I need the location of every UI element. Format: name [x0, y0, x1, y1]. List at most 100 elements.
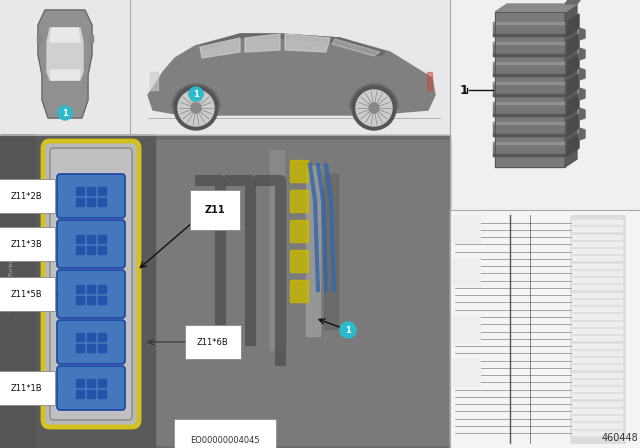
Bar: [290, 220, 308, 242]
Bar: [87, 198, 95, 206]
Bar: [570, 215, 625, 443]
Bar: [572, 263, 623, 269]
Bar: [572, 329, 623, 334]
Bar: [76, 198, 84, 206]
FancyBboxPatch shape: [57, 220, 125, 268]
Bar: [150, 140, 450, 445]
Bar: [306, 166, 320, 336]
Bar: [572, 380, 623, 385]
FancyBboxPatch shape: [57, 320, 125, 364]
Bar: [87, 246, 95, 254]
Bar: [450, 0, 640, 210]
Bar: [87, 389, 95, 397]
Bar: [150, 72, 158, 90]
Bar: [0, 0, 450, 135]
Circle shape: [174, 86, 218, 130]
Bar: [493, 42, 567, 44]
Bar: [89, 35, 93, 42]
Polygon shape: [285, 34, 330, 52]
Polygon shape: [565, 4, 577, 167]
Bar: [572, 423, 623, 429]
Polygon shape: [579, 68, 585, 80]
Polygon shape: [200, 34, 385, 56]
Bar: [98, 379, 106, 387]
Polygon shape: [567, 74, 579, 96]
Bar: [493, 122, 567, 124]
Circle shape: [178, 90, 214, 126]
Bar: [98, 332, 106, 340]
Bar: [572, 373, 623, 378]
Bar: [493, 34, 567, 36]
Text: Z11: Z11: [205, 205, 225, 215]
Bar: [0, 135, 155, 448]
Bar: [493, 122, 567, 136]
Bar: [98, 186, 106, 194]
Circle shape: [189, 87, 203, 101]
Bar: [493, 82, 567, 96]
Polygon shape: [567, 54, 579, 76]
Bar: [452, 358, 480, 386]
Polygon shape: [245, 34, 280, 52]
Circle shape: [58, 106, 72, 120]
Bar: [572, 235, 623, 240]
Bar: [572, 293, 623, 298]
Bar: [288, 158, 302, 343]
Text: 1: 1: [193, 90, 199, 99]
Polygon shape: [567, 134, 579, 156]
FancyBboxPatch shape: [57, 270, 125, 318]
Circle shape: [356, 90, 392, 126]
Bar: [493, 94, 567, 96]
Bar: [572, 314, 623, 319]
Bar: [572, 351, 623, 356]
Polygon shape: [495, 4, 577, 12]
Bar: [290, 190, 308, 212]
Bar: [452, 258, 480, 286]
Bar: [493, 74, 567, 76]
Wedge shape: [172, 84, 220, 108]
Polygon shape: [579, 108, 585, 120]
Bar: [572, 271, 623, 276]
Text: 1: 1: [460, 83, 468, 96]
Bar: [493, 22, 567, 36]
Bar: [324, 174, 338, 329]
Bar: [450, 210, 640, 448]
Bar: [572, 409, 623, 414]
Bar: [572, 431, 623, 436]
Polygon shape: [200, 38, 240, 58]
Bar: [493, 114, 567, 116]
Polygon shape: [579, 28, 585, 40]
Bar: [572, 402, 623, 407]
Bar: [98, 296, 106, 303]
Text: Z11*3B: Z11*3B: [10, 240, 42, 249]
Text: Z11*5B: Z11*5B: [10, 289, 42, 298]
Bar: [493, 54, 567, 56]
Bar: [572, 278, 623, 283]
Bar: [572, 416, 623, 421]
Text: 1: 1: [62, 108, 68, 117]
Bar: [0, 135, 35, 448]
Bar: [290, 280, 308, 302]
Bar: [452, 215, 480, 243]
Bar: [76, 379, 84, 387]
Bar: [572, 365, 623, 370]
Bar: [0, 135, 450, 448]
Bar: [98, 246, 106, 254]
Polygon shape: [148, 34, 435, 115]
Bar: [87, 284, 95, 293]
Bar: [493, 102, 567, 104]
Bar: [87, 234, 95, 242]
Bar: [76, 332, 84, 340]
Bar: [87, 186, 95, 194]
Bar: [452, 315, 480, 343]
FancyBboxPatch shape: [50, 148, 132, 420]
Bar: [495, 12, 565, 167]
Polygon shape: [332, 39, 380, 56]
FancyBboxPatch shape: [57, 174, 125, 218]
Bar: [98, 389, 106, 397]
Bar: [572, 285, 623, 290]
Bar: [495, 12, 565, 167]
FancyBboxPatch shape: [57, 366, 125, 410]
Bar: [493, 154, 567, 156]
Bar: [270, 150, 284, 350]
Bar: [87, 296, 95, 303]
